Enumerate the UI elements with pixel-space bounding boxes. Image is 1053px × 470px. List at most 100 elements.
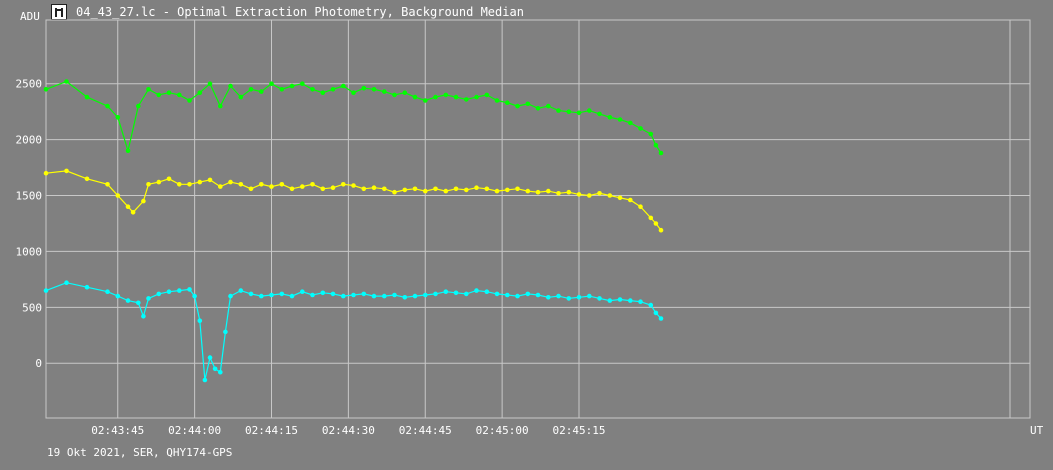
data-point-cyan-57 — [607, 298, 613, 303]
data-point-yellow-41 — [484, 186, 490, 192]
data-point-cyan-54 — [576, 295, 582, 300]
data-point-green-31 — [392, 92, 397, 98]
plot-frame — [45, 19, 1031, 419]
data-point-cyan-23 — [259, 293, 264, 299]
data-point-yellow-57 — [648, 215, 654, 221]
data-point-green-11 — [187, 98, 192, 103]
data-point-green-8 — [156, 92, 162, 98]
data-point-green-47 — [556, 108, 561, 113]
data-point-yellow-11 — [177, 182, 182, 187]
data-point-yellow-49 — [566, 189, 572, 195]
data-point-green-1 — [64, 79, 69, 84]
data-point-green-38 — [464, 97, 469, 102]
data-point-yellow-7 — [141, 198, 146, 204]
data-point-green-39 — [474, 94, 479, 100]
data-point-yellow-32 — [392, 189, 397, 195]
data-point-green-27 — [351, 90, 356, 95]
data-point-yellow-38 — [453, 186, 459, 192]
data-point-cyan-7 — [141, 314, 146, 319]
data-point-yellow-31 — [382, 186, 387, 192]
data-point-cyan-22 — [248, 291, 254, 297]
data-point-green-21 — [289, 83, 295, 89]
data-point-green-42 — [505, 100, 510, 105]
data-point-yellow-46 — [535, 189, 541, 195]
data-point-green-54 — [628, 120, 633, 126]
data-point-cyan-6 — [136, 300, 141, 306]
data-point-cyan-55 — [587, 293, 592, 299]
data-point-yellow-39 — [464, 187, 469, 193]
data-point-yellow-23 — [300, 184, 305, 189]
data-point-cyan-30 — [330, 291, 336, 297]
data-point-yellow-17 — [238, 182, 244, 187]
x-tick-label-3: 02:44:30 — [322, 424, 375, 437]
data-point-cyan-31 — [341, 293, 346, 299]
series-line-yellow — [45, 170, 662, 231]
data-point-yellow-42 — [494, 188, 500, 194]
data-point-yellow-25 — [320, 186, 326, 192]
data-point-cyan-48 — [515, 293, 520, 299]
data-point-green-13 — [207, 81, 213, 86]
x-axis-label: UT — [1030, 424, 1044, 437]
data-point-yellow-26 — [330, 185, 336, 190]
data-point-cyan-3 — [105, 289, 110, 295]
data-point-green-36 — [443, 92, 449, 98]
data-point-green-37 — [453, 94, 459, 100]
y-tick-label-1: 500 — [22, 301, 42, 314]
data-point-yellow-9 — [156, 179, 162, 185]
data-point-cyan-33 — [361, 291, 367, 297]
data-point-green-40 — [484, 92, 490, 98]
data-point-cyan-9 — [156, 291, 162, 297]
data-point-yellow-15 — [218, 184, 223, 189]
data-point-yellow-51 — [587, 193, 592, 198]
data-point-cyan-63 — [658, 316, 664, 321]
data-point-cyan-62 — [653, 310, 659, 316]
series-cyan — [43, 280, 664, 383]
data-point-green-30 — [382, 89, 387, 94]
data-point-yellow-30 — [371, 185, 377, 190]
title-bar: 04_43_27.lc - Optimal Extraction Photome… — [0, 0, 1053, 24]
data-point-yellow-14 — [207, 177, 213, 183]
data-point-yellow-59 — [658, 227, 664, 233]
footer-info: 19 Okt 2021, SER, QHY174-GPS — [47, 446, 233, 459]
data-point-green-50 — [587, 108, 592, 113]
x-tick-label-1: 02:44:00 — [168, 424, 221, 437]
data-point-yellow-33 — [402, 187, 408, 193]
data-point-cyan-11 — [177, 288, 182, 293]
data-point-cyan-18 — [218, 369, 223, 375]
data-point-green-26 — [341, 83, 346, 89]
data-point-cyan-12 — [187, 287, 192, 292]
y-tick-label-4: 2000 — [16, 134, 43, 147]
data-point-green-45 — [535, 106, 541, 111]
grid-lines — [46, 20, 1030, 418]
series-yellow — [43, 168, 664, 233]
data-point-green-55 — [638, 126, 643, 131]
x-tick-label-5: 02:45:00 — [476, 424, 529, 437]
data-point-green-3 — [105, 103, 110, 109]
data-point-cyan-1 — [64, 280, 69, 286]
data-point-yellow-18 — [248, 186, 254, 192]
data-point-cyan-53 — [566, 296, 572, 301]
data-point-yellow-0 — [43, 170, 49, 176]
data-point-green-33 — [412, 94, 418, 100]
data-point-yellow-22 — [289, 186, 295, 192]
data-point-yellow-48 — [556, 191, 561, 196]
y-tick-label-3: 1500 — [16, 190, 43, 203]
data-point-yellow-2 — [84, 176, 90, 182]
data-point-green-16 — [238, 94, 244, 100]
y-tick-label-0: 0 — [35, 357, 42, 370]
data-point-cyan-29 — [320, 290, 326, 296]
data-point-green-29 — [371, 87, 377, 92]
data-point-cyan-14 — [197, 318, 203, 324]
data-point-green-0 — [43, 87, 49, 92]
data-point-yellow-43 — [505, 187, 510, 193]
series-line-cyan — [45, 282, 662, 381]
data-point-green-35 — [433, 94, 438, 100]
data-point-green-4 — [115, 115, 121, 120]
data-point-cyan-20 — [228, 293, 233, 299]
data-point-yellow-45 — [525, 188, 531, 194]
data-point-green-2 — [84, 94, 90, 100]
data-point-green-15 — [228, 83, 233, 89]
x-axis-ticks: 02:43:45 02:44:00 02:44:15 02:44:30 02:44:45… — [91, 424, 605, 437]
data-point-cyan-44 — [474, 288, 479, 293]
